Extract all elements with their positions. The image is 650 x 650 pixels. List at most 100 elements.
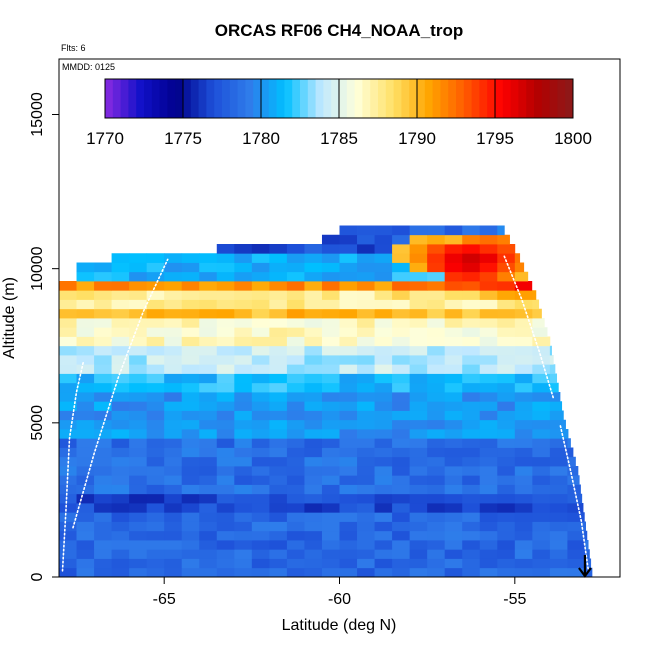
heatmap-cell [584, 521, 586, 532]
heatmap-cell [339, 225, 358, 236]
heatmap-cell [321, 234, 340, 245]
heatmap-cell [567, 530, 586, 541]
heatmap-cell [304, 447, 323, 458]
heatmap-cell [514, 318, 533, 328]
heatmap-cell [251, 410, 270, 421]
heatmap-cell [462, 567, 481, 578]
heatmap-cell [409, 540, 428, 550]
heatmap-cell [532, 419, 551, 430]
heatmap-cell [374, 336, 393, 347]
heatmap-cell [427, 290, 446, 300]
heatmap-cell [514, 512, 533, 522]
heatmap-cell [286, 364, 305, 374]
heatmap-cell [286, 540, 305, 550]
heatmap-cell [111, 262, 130, 273]
heatmap-cell [392, 521, 411, 532]
heatmap-cell [304, 308, 323, 319]
heatmap-cell [427, 318, 446, 328]
heatmap-cell [321, 549, 340, 559]
heatmap-cell [59, 419, 77, 430]
heatmap-cell [76, 410, 95, 421]
heatmap-cell [479, 308, 498, 319]
heatmap-cell [409, 558, 428, 569]
heatmap-cell [199, 466, 218, 476]
heatmap-cell [321, 438, 340, 448]
heatmap-cell [532, 521, 551, 532]
heatmap-cell [321, 567, 340, 578]
heatmap-cell [392, 234, 411, 245]
heatmap-cell [514, 540, 533, 550]
heatmap-cell [462, 530, 481, 541]
chart-title: ORCAS RF06 CH4_NOAA_trop [215, 21, 463, 40]
colorbar-segment [167, 79, 176, 118]
heatmap-cell [304, 521, 323, 532]
heatmap-cell [427, 521, 446, 532]
heatmap-cell [286, 530, 305, 541]
heatmap-cell [181, 567, 200, 578]
heatmap-cell [392, 253, 411, 263]
heatmap-cell [339, 262, 358, 273]
heatmap-cell [321, 456, 340, 467]
heatmap-cell [234, 438, 253, 448]
flight-tracks [61, 255, 590, 572]
heatmap-cell [111, 456, 130, 467]
heatmap-cell [199, 530, 218, 541]
heatmap-cell [164, 382, 183, 393]
heatmap-cell [286, 299, 305, 310]
heatmap-cell [111, 281, 130, 291]
heatmap-cell [321, 327, 340, 337]
heatmap-cell [59, 336, 77, 347]
heatmap-cell [94, 558, 112, 569]
heatmap-cell [549, 567, 568, 578]
heatmap-cell [532, 327, 548, 337]
heatmap-cell [59, 373, 77, 384]
heatmap-cell [269, 262, 288, 273]
heatmap-cell [129, 299, 148, 310]
heatmap-cell [339, 392, 358, 402]
heatmap-cell [129, 475, 148, 485]
heatmap-cell [164, 567, 183, 578]
heatmap-cell [357, 401, 375, 411]
heatmap-cell [409, 262, 428, 273]
heatmap-cell [129, 401, 148, 411]
heatmap-cell [479, 355, 498, 365]
heatmap-cell [181, 438, 200, 448]
heatmap-cell [181, 503, 200, 513]
heatmap-cell [111, 521, 130, 532]
heatmap-cell [514, 336, 533, 347]
heatmap-cell [164, 438, 183, 448]
heatmap-cell [76, 558, 95, 569]
heatmap-cell [286, 484, 305, 495]
heatmap-cell [409, 299, 428, 310]
heatmap-cell [514, 558, 533, 569]
heatmap-cell [339, 567, 358, 578]
heatmap-cell [549, 345, 552, 356]
heatmap-cell [129, 503, 148, 513]
heatmap-cell [94, 512, 112, 522]
heatmap-cell [374, 512, 393, 522]
heatmap-cell [181, 364, 200, 374]
heatmap-cell [234, 345, 253, 356]
heatmap-cell [199, 540, 218, 550]
heatmap-cell [497, 225, 505, 236]
colorbar-segment [112, 79, 122, 118]
colorbar-segment [159, 79, 168, 118]
heatmap-cell [146, 392, 165, 402]
heatmap-cell [514, 373, 533, 384]
heatmap-cell [532, 373, 551, 384]
heatmap-cell [269, 345, 288, 356]
heatmap-cell [251, 447, 270, 458]
heatmap-cell [199, 447, 218, 458]
heatmap-cell [479, 521, 498, 532]
heatmap-cell [286, 475, 305, 485]
heatmap-cell [392, 373, 411, 384]
heatmap-cell [94, 281, 112, 291]
heatmap-cell [59, 290, 77, 300]
heatmap-cell [532, 558, 551, 569]
heatmap-cell [479, 382, 498, 393]
heatmap-cell [321, 392, 340, 402]
heatmap-cell [304, 271, 323, 282]
heatmap-cell [462, 540, 481, 550]
colorbar-segment [518, 79, 527, 118]
heatmap-cell [339, 234, 358, 245]
